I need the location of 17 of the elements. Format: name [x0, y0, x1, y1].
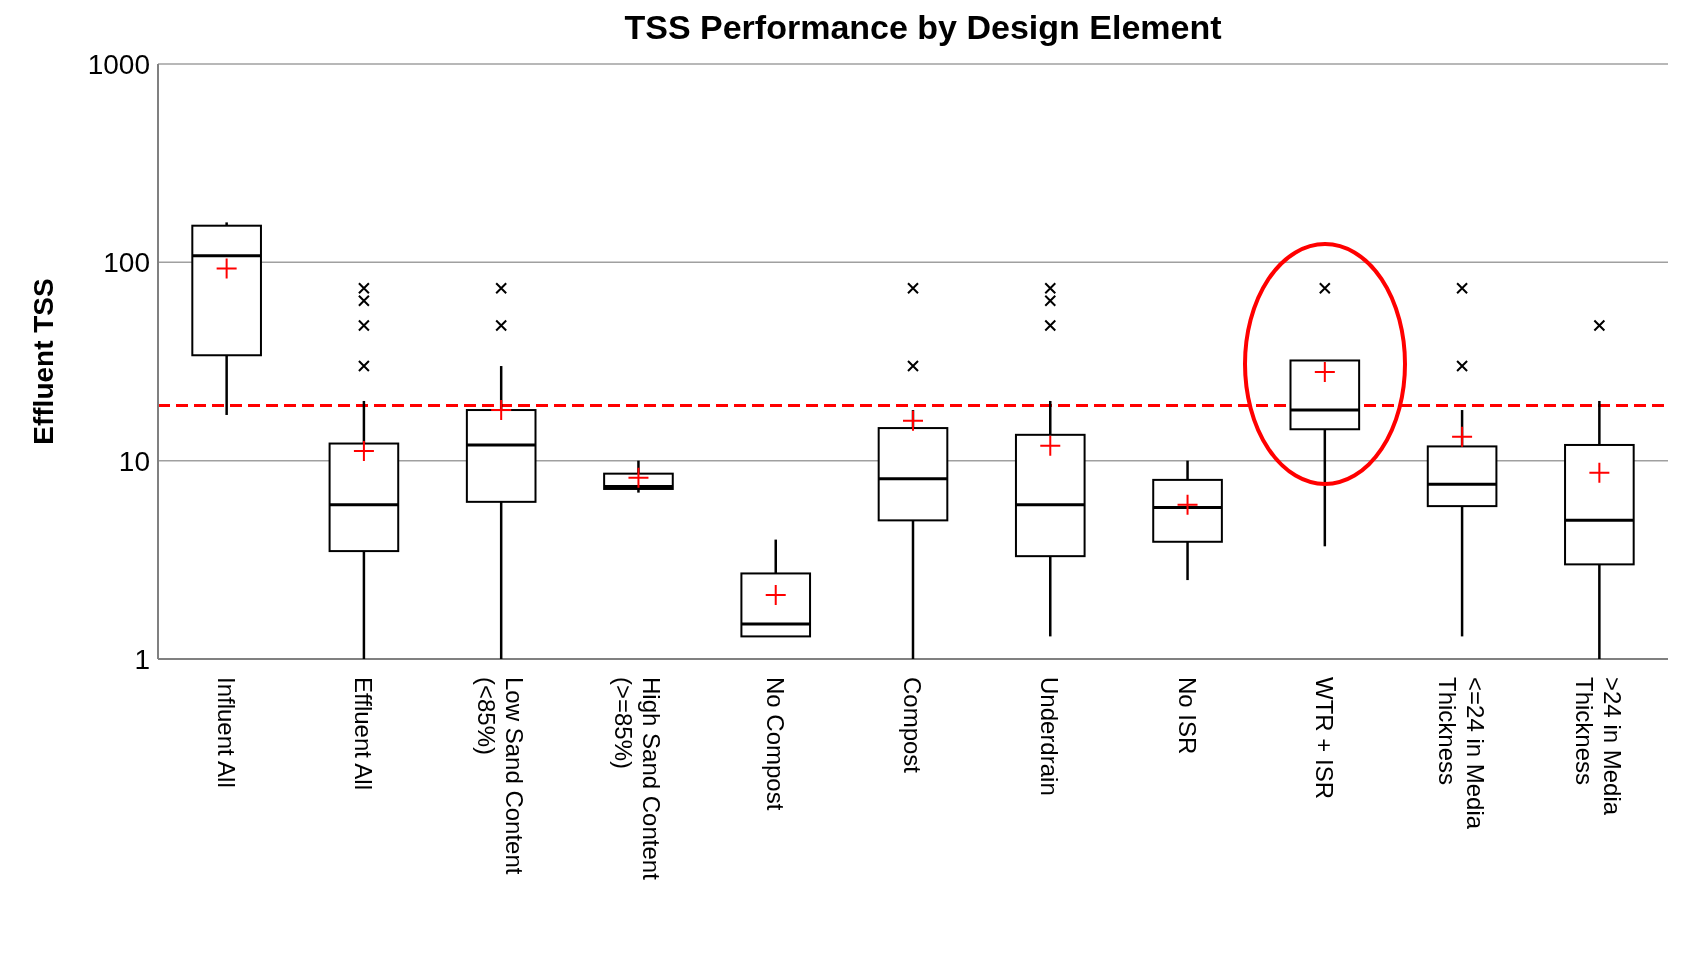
chart-title: TSS Performance by Design Element [624, 8, 1222, 46]
x-tick-label: <=24 in Media Thickness [1434, 677, 1490, 830]
y-tick-label: 1 [134, 643, 150, 675]
x-tick-label: High Sand Content (>=85%) [610, 677, 666, 881]
x-tick-label: Influent All [212, 677, 240, 788]
y-tick-label: 1000 [87, 48, 150, 80]
x-tick-label: >24 in Media Thickness [1571, 677, 1627, 816]
y-tick-label: 10 [118, 445, 150, 477]
x-tick-label: No Compost [761, 677, 789, 811]
y-axis-title: Effluent TSS [27, 278, 59, 445]
x-tick-label: WTR + ISR [1310, 677, 1338, 800]
x-tick-label: Effluent All [349, 677, 377, 790]
x-tick-label: No ISR [1173, 677, 1201, 755]
x-tick-label: Compost [899, 677, 926, 774]
x-tick-label: Low Sand Content (<85%) [473, 677, 529, 875]
y-tick-label: 100 [103, 247, 150, 279]
x-tick-label: Underdrain [1036, 677, 1064, 796]
